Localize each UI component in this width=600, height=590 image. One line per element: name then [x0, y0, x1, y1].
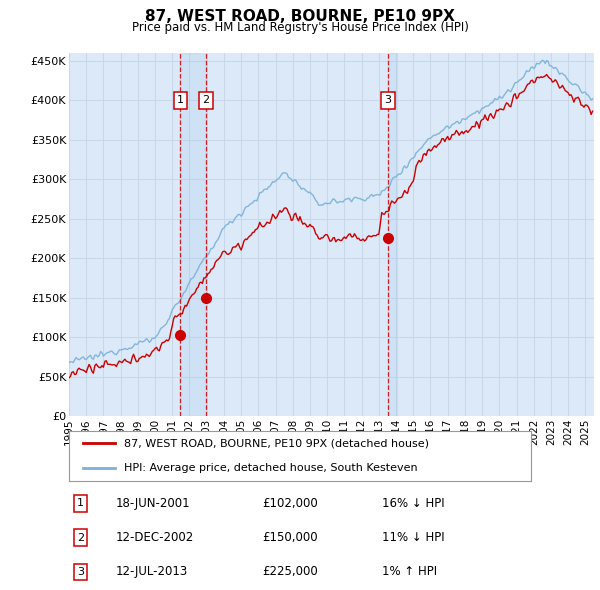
Text: 1: 1 [77, 499, 84, 509]
Text: Price paid vs. HM Land Registry's House Price Index (HPI): Price paid vs. HM Land Registry's House … [131, 21, 469, 34]
Text: 2: 2 [202, 96, 209, 106]
Text: 18-JUN-2001: 18-JUN-2001 [116, 497, 191, 510]
Text: 1: 1 [176, 96, 184, 106]
Text: 16% ↓ HPI: 16% ↓ HPI [382, 497, 445, 510]
Bar [180, 53, 206, 416]
Text: HPI: Average price, detached house, South Kesteven: HPI: Average price, detached house, Sout… [124, 463, 418, 473]
Text: 87, WEST ROAD, BOURNE, PE10 9PX: 87, WEST ROAD, BOURNE, PE10 9PX [145, 9, 455, 24]
Text: 11% ↓ HPI: 11% ↓ HPI [382, 531, 445, 544]
Text: £102,000: £102,000 [262, 497, 318, 510]
Text: 12-JUL-2013: 12-JUL-2013 [116, 565, 188, 578]
Text: £225,000: £225,000 [262, 565, 318, 578]
Text: 87, WEST ROAD, BOURNE, PE10 9PX (detached house): 87, WEST ROAD, BOURNE, PE10 9PX (detache… [124, 438, 430, 448]
Text: 12-DEC-2002: 12-DEC-2002 [116, 531, 194, 544]
Text: 3: 3 [385, 96, 391, 106]
Bar [388, 53, 397, 416]
Text: 3: 3 [77, 567, 84, 577]
Text: 1% ↑ HPI: 1% ↑ HPI [382, 565, 437, 578]
Text: £150,000: £150,000 [262, 531, 318, 544]
Text: 2: 2 [77, 533, 84, 543]
